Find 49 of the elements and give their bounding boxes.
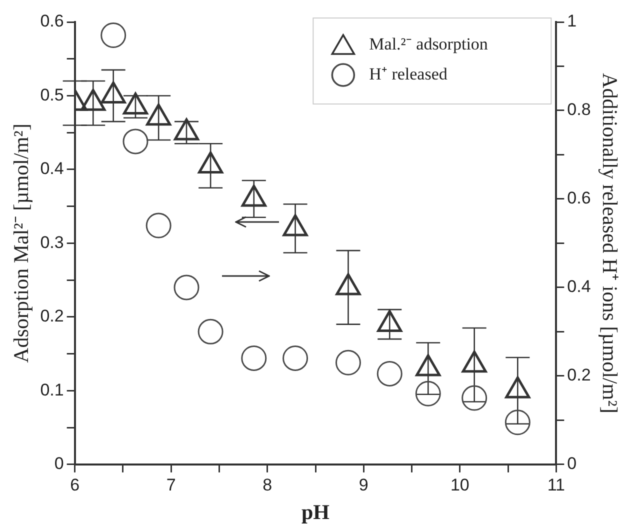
point [80, 88, 106, 111]
x-tick-label: 9 [358, 475, 368, 494]
point [174, 274, 200, 300]
point [377, 310, 402, 332]
y2-tick-label: 0.6 [567, 188, 591, 208]
point [100, 81, 126, 104]
point [241, 184, 266, 207]
y2-axis-title: Additionally released H⁺ ions [µmol/m²] [598, 73, 622, 414]
point [146, 212, 172, 238]
point [376, 360, 402, 386]
y-tick-label: 0.1 [40, 380, 64, 400]
point [122, 128, 148, 154]
point [336, 273, 361, 296]
x-tick-label: 7 [166, 475, 176, 494]
point [282, 345, 308, 371]
y-tick-label: 0.6 [40, 12, 64, 31]
point [462, 385, 488, 411]
y-tick-label: 0.2 [40, 306, 64, 326]
y2-tick-label: 1 [567, 12, 577, 31]
y-tick-label: 0.4 [40, 159, 64, 178]
point [335, 350, 361, 376]
point [100, 22, 126, 48]
point [504, 410, 530, 436]
x-axis-title: pH [301, 500, 330, 524]
y2-tick-label: 0.4 [567, 277, 591, 296]
x-tick-label: 11 [547, 475, 565, 494]
point [198, 318, 224, 344]
y2-tick-label: 0.8 [567, 100, 591, 120]
legend-label: H⁺ released [369, 64, 448, 84]
legend-label: Mal.²⁻ adsorption [369, 34, 488, 54]
point [198, 152, 224, 174]
point [415, 380, 441, 406]
x-tick-label: 6 [70, 475, 80, 494]
x-tick-label: 10 [450, 475, 470, 494]
y2-tick-label: 0.2 [567, 366, 591, 385]
point [416, 354, 441, 376]
point [174, 118, 200, 140]
y-axis-title: Adsorption Mal²⁻ [µmol/m²] [9, 124, 34, 363]
point [462, 350, 487, 373]
point [282, 214, 308, 236]
y-tick-label: 0.3 [40, 232, 64, 252]
y-tick-label: 0 [54, 454, 64, 474]
point [505, 376, 530, 398]
point [241, 345, 267, 371]
point [122, 92, 148, 115]
y2-tick-label: 0 [567, 454, 577, 474]
point [146, 104, 172, 126]
y-tick-label: 0.5 [40, 85, 64, 104]
x-tick-label: 8 [262, 475, 272, 494]
